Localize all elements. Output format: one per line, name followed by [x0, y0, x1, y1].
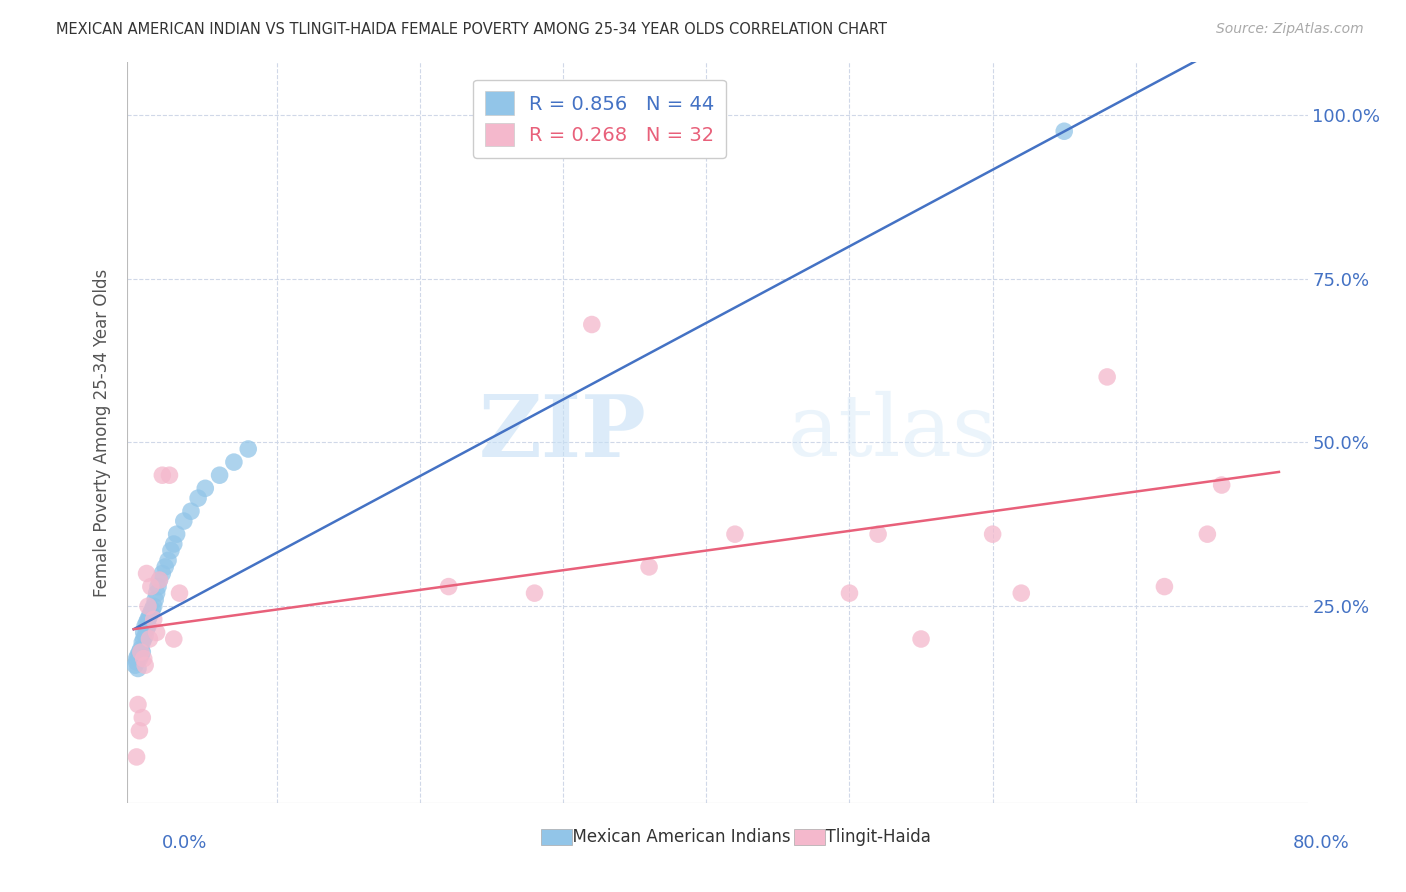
Point — [159, 468, 181, 483]
Point — [146, 580, 169, 594]
Point — [129, 648, 152, 663]
Point — [132, 651, 155, 665]
Point — [1010, 586, 1032, 600]
Point — [166, 527, 188, 541]
Point — [681, 120, 703, 135]
Point — [145, 586, 167, 600]
Point — [1053, 124, 1076, 138]
Text: 80.0%: 80.0% — [1294, 834, 1350, 852]
Point — [132, 632, 155, 646]
Point — [1197, 527, 1219, 541]
Point — [129, 645, 152, 659]
Point — [141, 602, 163, 616]
Point — [1095, 370, 1118, 384]
Point — [910, 632, 932, 646]
Point — [135, 566, 157, 581]
Point — [160, 543, 183, 558]
Point — [148, 573, 170, 587]
Point — [143, 592, 166, 607]
Point — [129, 641, 152, 656]
Point — [135, 615, 157, 630]
Point — [724, 527, 747, 541]
Point — [125, 750, 148, 764]
Point — [173, 514, 195, 528]
Text: Mexican American Indians: Mexican American Indians — [562, 828, 792, 846]
Point — [1153, 580, 1175, 594]
Point — [1211, 478, 1233, 492]
Point — [124, 658, 146, 673]
Point — [222, 455, 245, 469]
Point — [523, 586, 546, 600]
Point — [169, 586, 191, 600]
Point — [139, 606, 162, 620]
Point — [142, 612, 165, 626]
Point — [180, 504, 202, 518]
Point — [136, 599, 159, 614]
Text: Tlingit-Haida: Tlingit-Haida — [815, 828, 931, 846]
Point — [638, 560, 661, 574]
Text: Source: ZipAtlas.com: Source: ZipAtlas.com — [1216, 22, 1364, 37]
Point — [838, 586, 860, 600]
Point — [868, 527, 890, 541]
Text: ZIP: ZIP — [478, 391, 647, 475]
Point — [163, 537, 186, 551]
Point — [138, 632, 160, 646]
Point — [134, 658, 156, 673]
Point — [238, 442, 260, 456]
Point — [150, 468, 173, 483]
Point — [128, 651, 150, 665]
Point — [127, 648, 149, 663]
Point — [127, 661, 149, 675]
Point — [163, 632, 186, 646]
Point — [127, 698, 149, 712]
Point — [145, 625, 167, 640]
Point — [581, 318, 603, 332]
Point — [148, 573, 170, 587]
Point — [128, 723, 150, 738]
Text: MEXICAN AMERICAN INDIAN VS TLINGIT-HAIDA FEMALE POVERTY AMONG 25-34 YEAR OLDS CO: MEXICAN AMERICAN INDIAN VS TLINGIT-HAIDA… — [56, 22, 887, 37]
Point — [581, 134, 603, 148]
Point — [136, 619, 159, 633]
Point — [131, 645, 153, 659]
Point — [142, 599, 165, 614]
Text: atlas: atlas — [787, 391, 997, 475]
Point — [131, 635, 153, 649]
Point — [139, 580, 162, 594]
Point — [208, 468, 231, 483]
Point — [136, 612, 159, 626]
Legend: R = 0.856   N = 44, R = 0.268   N = 32: R = 0.856 N = 44, R = 0.268 N = 32 — [472, 79, 725, 158]
Point — [157, 553, 180, 567]
Point — [125, 651, 148, 665]
Point — [187, 491, 209, 505]
Point — [131, 711, 153, 725]
Point — [134, 619, 156, 633]
Y-axis label: Female Poverty Among 25-34 Year Olds: Female Poverty Among 25-34 Year Olds — [93, 268, 111, 597]
Point — [138, 609, 160, 624]
Point — [194, 481, 217, 495]
Point — [132, 625, 155, 640]
Text: 0.0%: 0.0% — [162, 834, 207, 852]
Point — [125, 655, 148, 669]
Point — [128, 645, 150, 659]
Point — [150, 566, 173, 581]
Point — [652, 124, 675, 138]
Point — [153, 560, 176, 574]
Point — [981, 527, 1004, 541]
Point — [135, 622, 157, 636]
Point — [437, 580, 460, 594]
Point — [134, 629, 156, 643]
